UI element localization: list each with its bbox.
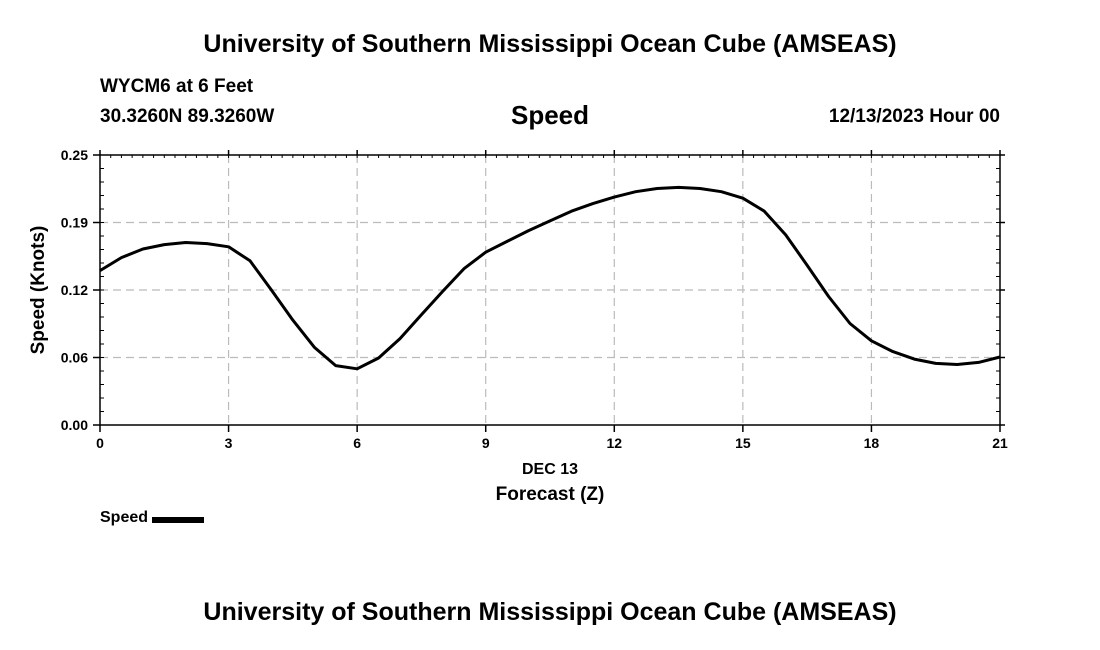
x-tick-label: 6 <box>353 435 361 451</box>
y-tick-label: 0.19 <box>61 215 88 231</box>
legend: Speed <box>100 509 205 527</box>
x-axis-label: Forecast (Z) <box>496 484 605 505</box>
y-tick-label: 0.00 <box>61 417 88 433</box>
speed-series-line <box>99 185 1001 371</box>
x-tick-label: 9 <box>482 435 490 451</box>
x-tick-label: 3 <box>225 435 233 451</box>
station-label: WYCM6 at 6 Feet <box>100 76 254 97</box>
y-tick-label: 0.06 <box>61 350 88 366</box>
footer-title: University of Southern Mississippi Ocean… <box>203 598 897 626</box>
x-tick-label: 21 <box>992 435 1008 451</box>
chart-title: Speed <box>510 100 590 130</box>
x-axis-sublabel: DEC 13 <box>522 461 578 478</box>
y-axis-label: Speed (Knots) <box>28 226 49 355</box>
datetime-label: 12/13/2023 Hour 00 <box>828 106 1000 127</box>
legend-line-swatch <box>152 517 205 523</box>
x-tick-label: 0 <box>96 435 104 451</box>
y-tick-label: 0.12 <box>61 282 88 298</box>
legend-label: Speed <box>100 509 149 526</box>
x-tick-label: 12 <box>606 435 622 451</box>
x-tick-label: 18 <box>864 435 880 451</box>
coordinates-label: 30.3260N 89.3260W <box>100 106 275 127</box>
page-title: University of Southern Mississippi Ocean… <box>203 30 897 58</box>
x-tick-label: 15 <box>735 435 751 451</box>
y-tick-label: 0.25 <box>61 147 88 163</box>
